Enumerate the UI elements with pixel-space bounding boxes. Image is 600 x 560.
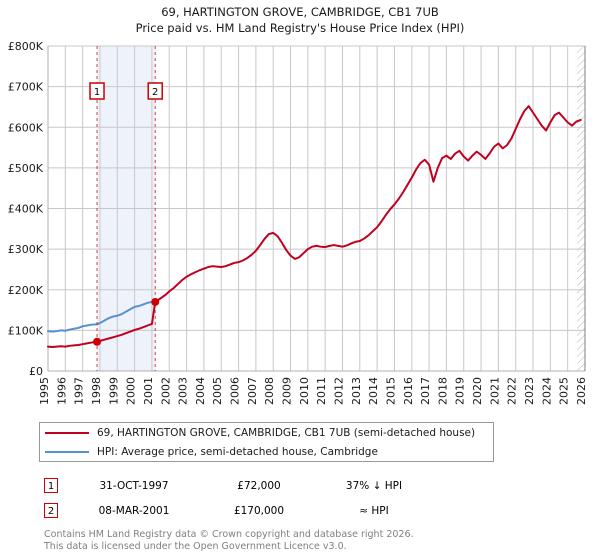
- transaction-hpi-delta-2: ≈ HPI: [359, 504, 389, 517]
- footer-licence-line: This data is licensed under the Open Gov…: [44, 540, 347, 552]
- x-axis-tick-label: 2002: [159, 377, 172, 405]
- transaction-hpi-delta-1: 37% ↓ HPI: [345, 479, 403, 492]
- transaction-date-1: 31-OCT-1997: [99, 479, 169, 492]
- x-axis-tick-label: 2015: [384, 377, 397, 405]
- x-axis-tick-label: 2014: [367, 377, 380, 405]
- legend-swatch-property-icon: [45, 431, 89, 434]
- transaction-date-2: 08-MAR-2001: [98, 504, 170, 517]
- x-axis-tick-label: 1998: [90, 377, 103, 405]
- x-axis-tick-label: 2009: [281, 377, 294, 405]
- y-axis-tick-label: £200K: [8, 284, 44, 297]
- transaction-table: 1 31-OCT-1997 £72,000 37% ↓ HPI 2 08-MAR…: [44, 473, 464, 523]
- marker-dot-1: [93, 337, 102, 346]
- y-axis-tick-label: £100K: [8, 324, 44, 337]
- series-line-property: [47, 105, 582, 349]
- x-axis-tick-label: 2020: [471, 377, 484, 405]
- x-axis-tick-label: 2007: [246, 377, 259, 405]
- table-row: 1 31-OCT-1997 £72,000 37% ↓ HPI: [44, 473, 464, 498]
- x-axis-tick-label: 2018: [436, 377, 449, 405]
- x-axis-tick-label: 2001: [142, 377, 155, 405]
- page-title: 69, HARTINGTON GROVE, CAMBRIDGE, CB1 7UB…: [0, 4, 600, 36]
- marker-badge-box-2[interactable]: [147, 82, 163, 100]
- x-axis-tick-label: 2005: [211, 377, 224, 405]
- legend-label-hpi: HPI: Average price, semi-detached house,…: [97, 445, 378, 458]
- y-axis-tick-label: £600K: [8, 121, 44, 134]
- x-axis-tick-label: 2003: [177, 377, 190, 405]
- y-axis-tick-label: £700K: [8, 81, 44, 94]
- table-row: 2 08-MAR-2001 £170,000 ≈ HPI: [44, 498, 464, 523]
- x-axis-tick-label: 2006: [229, 377, 242, 405]
- legend-item-property: 69, HARTINGTON GROVE, CAMBRIDGE, CB1 7UB…: [40, 423, 493, 442]
- x-axis-tick-label: 2024: [540, 377, 553, 405]
- x-axis-tick-label: 2026: [575, 377, 588, 405]
- x-axis-tick-label: 2022: [506, 377, 519, 405]
- legend-item-hpi: HPI: Average price, semi-detached house,…: [40, 442, 493, 461]
- transaction-badge-1: 1: [44, 478, 58, 493]
- x-axis-tick-label: 2025: [558, 377, 571, 405]
- x-axis-tick-label: 2008: [263, 377, 276, 405]
- x-axis-tick-label: 1995: [38, 377, 51, 405]
- marker-badge-label-1: 1: [94, 87, 100, 98]
- x-axis-tick-label: 1996: [55, 377, 68, 405]
- y-axis-tick-label: £0: [29, 365, 43, 378]
- x-axis-tick-label: 2019: [454, 377, 467, 405]
- x-axis-tick-label: 2021: [488, 377, 501, 405]
- title-line-subtitle: Price paid vs. HM Land Registry's House …: [135, 21, 465, 35]
- legend-label-property: 69, HARTINGTON GROVE, CAMBRIDGE, CB1 7UB…: [97, 426, 476, 439]
- y-axis-tick-label: £500K: [8, 162, 44, 175]
- x-axis-tick-label: 1999: [107, 377, 120, 405]
- y-axis-tick-label: £300K: [8, 243, 44, 256]
- y-axis-tick-label: £400K: [8, 203, 44, 216]
- x-axis-tick-label: 2023: [523, 377, 536, 405]
- transaction-price-1: £72,000: [237, 479, 281, 492]
- footer-copyright-line: Contains HM Land Registry data © Crown c…: [44, 529, 414, 540]
- marker-badge-label-2: 2: [152, 87, 158, 98]
- y-axis-tick-label: £800K: [8, 40, 44, 53]
- x-axis-tick-label: 1997: [73, 377, 86, 405]
- transaction-price-2: £170,000: [233, 504, 285, 517]
- no-data-hatch-region: [577, 46, 585, 371]
- title-line-address: 69, HARTINGTON GROVE, CAMBRIDGE, CB1 7UB: [161, 5, 439, 19]
- x-axis-tick-label: 2000: [125, 377, 138, 405]
- legend-swatch-hpi-icon: [45, 450, 89, 453]
- x-axis-tick-label: 2017: [419, 377, 432, 405]
- series-line-hpi: [47, 300, 157, 333]
- marker-dot-2: [151, 297, 160, 306]
- attribution-footer: Contains HM Land Registry data © Crown c…: [44, 529, 584, 552]
- price-chart: £0 £100K £200K £300K £400K £500K £600K £700K £80…: [8, 40, 588, 405]
- transaction-badge-2: 2: [44, 503, 58, 518]
- x-axis-tick-label: 2012: [332, 377, 345, 405]
- x-axis-tick-label: 2013: [350, 377, 363, 405]
- x-axis-tick-label: 2004: [194, 377, 207, 405]
- marker-badge-box-1[interactable]: [89, 82, 105, 100]
- x-axis-tick-label: 2010: [298, 377, 311, 405]
- chart-legend: 69, HARTINGTON GROVE, CAMBRIDGE, CB1 7UB…: [39, 422, 494, 462]
- x-axis-tick-label: 2016: [402, 377, 415, 405]
- x-axis-tick-label: 2011: [315, 377, 328, 405]
